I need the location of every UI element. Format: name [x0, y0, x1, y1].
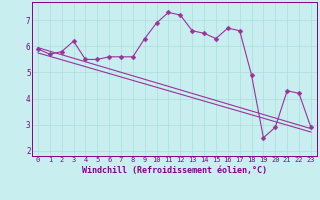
X-axis label: Windchill (Refroidissement éolien,°C): Windchill (Refroidissement éolien,°C)	[82, 166, 267, 175]
